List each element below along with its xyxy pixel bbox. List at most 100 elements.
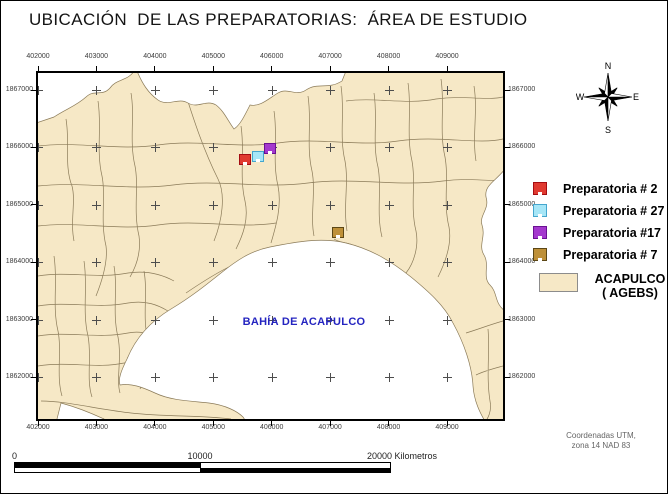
- x-axis-label-top: 405000: [201, 53, 225, 60]
- y-tick-left: [31, 376, 36, 378]
- x-axis-label-bottom: 405000: [201, 424, 225, 431]
- graticule-cross: [92, 143, 102, 153]
- graticule-cross: [384, 315, 394, 325]
- x-tick-bottom: [271, 421, 273, 426]
- graticule-cross: [384, 258, 394, 268]
- graticule-cross: [92, 258, 102, 268]
- y-tick-right: [505, 89, 510, 91]
- x-tick-bottom: [388, 421, 390, 426]
- y-axis-label-right: 1862000: [508, 373, 536, 380]
- x-tick-top: [446, 66, 448, 71]
- graticule-cross: [209, 200, 219, 210]
- graticule-cross: [38, 86, 43, 95]
- x-axis-label-top: 407000: [318, 53, 342, 60]
- graticule-cross: [150, 258, 160, 268]
- legend-item-label: Preparatoria # 7: [563, 247, 658, 262]
- graticule-cross: [92, 315, 102, 325]
- legend-marker-icon: [533, 182, 547, 195]
- map-marker-preparatoria-17[interactable]: [264, 143, 276, 154]
- graticule-cross: [384, 86, 394, 95]
- y-axis-label-left: 1862000: [5, 373, 33, 380]
- x-tick-top: [95, 66, 97, 71]
- graticule-cross: [443, 315, 452, 325]
- y-axis-label-right: 1867000: [508, 86, 536, 93]
- y-tick-right: [505, 319, 510, 321]
- y-tick-left: [31, 146, 36, 148]
- x-axis-label-bottom: 409000: [435, 424, 459, 431]
- compass-west-label: W: [576, 92, 585, 102]
- legend-item-preparatoria-17: Preparatoria #17: [533, 226, 667, 240]
- map-marker-preparatoria-27[interactable]: [252, 151, 264, 162]
- legend-item-preparatoria-27: Preparatoria # 27: [533, 203, 667, 218]
- graticule-cross: [150, 200, 160, 210]
- compass-rose-icon: N S E W: [576, 61, 639, 135]
- x-axis-label-top: 409000: [435, 53, 459, 60]
- y-axis-label-right: 1865000: [508, 200, 536, 208]
- legend: Preparatoria # 2 Preparatoria # 27 Prepa…: [529, 181, 667, 271]
- x-axis-label-top: 408000: [376, 53, 401, 60]
- graticule-cross: [150, 143, 160, 153]
- scale-label-mid: 10000: [187, 451, 213, 461]
- graticule-cross: [267, 373, 277, 382]
- y-axis-label-left: 1866000: [5, 143, 33, 151]
- legend-item-acapulco-agebs: ACAPULCO ( AGEBS): [539, 272, 667, 300]
- y-tick-left: [31, 89, 36, 91]
- y-tick-left: [31, 319, 36, 321]
- legend-marker-icon: [533, 226, 547, 239]
- graticule-cross: [209, 315, 219, 325]
- compass-south-label: S: [605, 125, 611, 135]
- map-marker-preparatoria-7[interactable]: [332, 227, 344, 238]
- x-axis-label-top: 406000: [260, 53, 284, 60]
- graticule-cross: [38, 258, 43, 268]
- x-axis-label-bottom: 404000: [143, 424, 167, 431]
- graticule-cross: [209, 86, 219, 95]
- x-tick-bottom: [95, 421, 97, 426]
- y-axis-label-right: 1864000: [508, 258, 536, 266]
- legend-area-line2: ( AGEBS): [602, 286, 658, 300]
- x-tick-top: [154, 66, 156, 71]
- x-tick-top: [329, 66, 331, 71]
- y-axis-label-right: 1863000: [508, 315, 536, 323]
- graticule-cross: [38, 315, 43, 325]
- legend-item-preparatoria-2: Preparatoria # 2: [533, 181, 667, 196]
- coordinate-system-line1: Coordenadas UTM,: [566, 431, 636, 440]
- map-geography: [38, 73, 503, 419]
- x-tick-top: [271, 66, 273, 71]
- legend-marker-icon: [533, 204, 547, 217]
- x-tick-top: [212, 66, 214, 71]
- legend-area-line1: ACAPULCO: [594, 272, 666, 286]
- graticule-cross: [267, 258, 277, 268]
- graticule-cross: [92, 86, 102, 95]
- lagoon-bottom-left: [56, 402, 105, 419]
- graticule-cross: [267, 315, 277, 325]
- graticule-cross: [326, 143, 336, 153]
- y-tick-right: [505, 261, 510, 263]
- graticule-cross: [443, 373, 452, 382]
- x-tick-bottom: [446, 421, 448, 426]
- y-axis-label-left: 1865000: [5, 200, 33, 208]
- graticule-cross: [443, 200, 452, 210]
- graticule-cross: [209, 143, 219, 153]
- graticule-cross: [38, 143, 43, 153]
- x-axis-label-bottom: 407000: [318, 424, 342, 431]
- graticule-cross: [209, 373, 219, 382]
- x-tick-top: [388, 66, 390, 71]
- x-axis-label-top: 402000: [26, 53, 50, 60]
- compass-east-label: E: [633, 92, 639, 102]
- y-axis-label-left: 1863000: [5, 315, 33, 323]
- graticule-cross: [150, 373, 160, 382]
- y-tick-right: [505, 204, 510, 206]
- legend-item-label: Preparatoria # 2: [563, 181, 658, 196]
- y-axis-label-left: 1867000: [5, 86, 33, 93]
- graticule-cross: [384, 373, 394, 382]
- scale-bar-segment-2: [200, 463, 390, 472]
- legend-marker-icon: [533, 248, 547, 261]
- legend-item-label: Preparatoria # 27: [563, 203, 665, 218]
- coordinate-system-note: Coordenadas UTM, zona 14 NAD 83: [536, 431, 666, 451]
- graticule-cross: [326, 258, 336, 268]
- y-axis-label-left: 1864000: [5, 258, 33, 266]
- scale-label-zero: 0: [12, 451, 18, 461]
- x-axis-label-bottom: 408000: [376, 424, 401, 431]
- map-marker-preparatoria-2[interactable]: [239, 154, 251, 165]
